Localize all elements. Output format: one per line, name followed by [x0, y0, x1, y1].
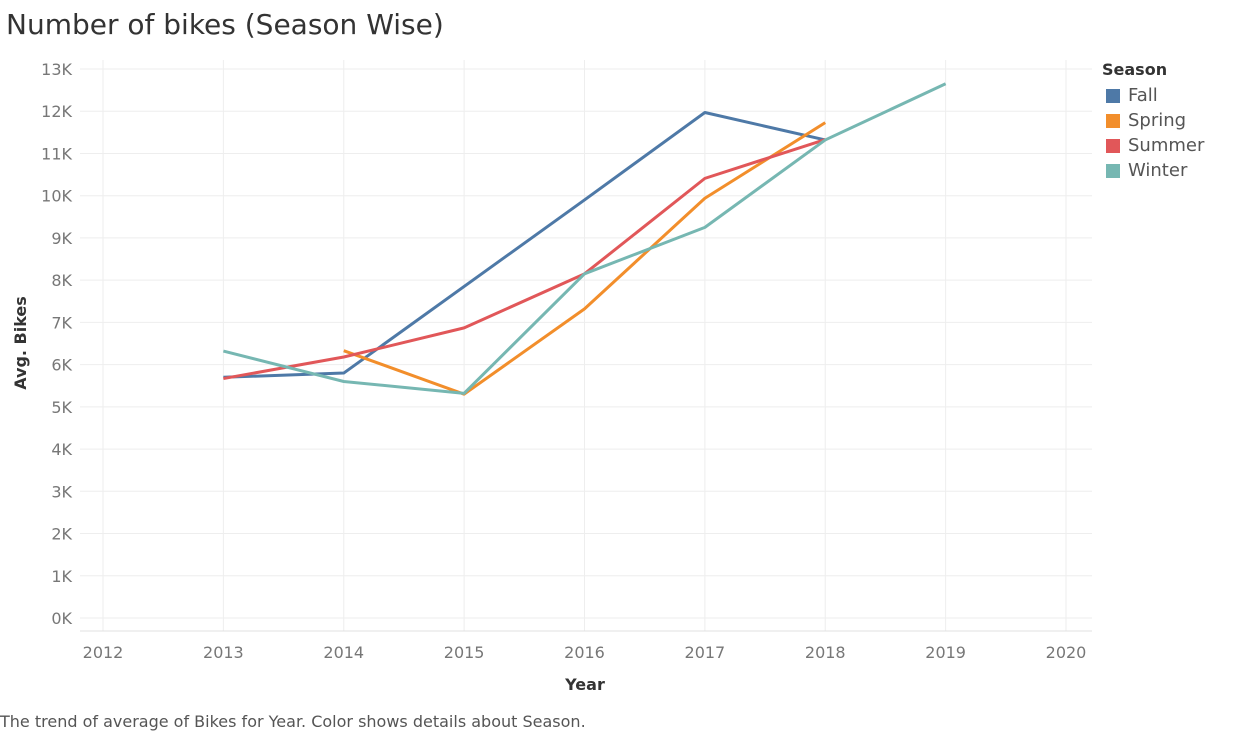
x-tick-label: 2016 [564, 643, 605, 662]
x-tick-label: 2013 [203, 643, 244, 662]
legend-item-fall[interactable]: Fall [1102, 83, 1204, 108]
y-tick-label: 6K [51, 356, 72, 375]
x-tick-label: 2017 [685, 643, 726, 662]
y-tick-label: 8K [51, 271, 72, 290]
x-tick-label: 2014 [323, 643, 364, 662]
legend-label: Fall [1128, 85, 1158, 106]
y-tick-label: 3K [51, 482, 72, 501]
x-axis-ticks: 2012 2013 2014 2015 2016 2017 2018 2019 2020 [83, 643, 1087, 662]
grid-lines [80, 60, 1092, 632]
y-tick-label: 2K [51, 525, 72, 544]
legend-swatch [1106, 138, 1120, 153]
y-axis-ticks: 0K 1K 2K 3K 4K 5K 6K 7K 8K 9K 10K 11K 12K 13K [41, 60, 72, 628]
x-tick-label: 2020 [1046, 643, 1087, 662]
y-tick-label: 12K [41, 102, 72, 121]
y-tick-label: 7K [51, 313, 72, 332]
legend-item-winter[interactable]: Winter [1102, 158, 1204, 183]
legend-label: Summer [1128, 135, 1205, 156]
x-axis-title: Year [564, 675, 605, 694]
y-tick-label: 10K [41, 187, 72, 206]
y-tick-label: 5K [51, 398, 72, 417]
x-tick-label: 2012 [83, 643, 124, 662]
y-tick-label: 11K [41, 144, 72, 163]
legend: Season Fall Spring Summer Winter [1102, 60, 1204, 183]
series-line-spring[interactable] [343, 121, 827, 396]
series-line-summer[interactable] [223, 138, 826, 381]
x-tick-label: 2015 [444, 643, 485, 662]
legend-title: Season [1102, 60, 1168, 79]
legend-label: Winter [1128, 160, 1188, 181]
chart-title: Number of bikes (Season Wise) [6, 8, 444, 41]
y-tick-label: 9K [51, 229, 72, 248]
y-tick-label: 0K [51, 609, 72, 628]
y-axis-title: Avg. Bikes [11, 296, 30, 390]
series-line-winter[interactable] [223, 82, 947, 395]
x-tick-label: 2019 [925, 643, 966, 662]
legend-item-spring[interactable]: Spring [1102, 108, 1204, 133]
legend-item-summer[interactable]: Summer [1102, 133, 1204, 158]
y-tick-label: 13K [41, 60, 72, 79]
y-tick-label: 4K [51, 440, 72, 459]
chart-caption: The trend of average of Bikes for Year. … [0, 712, 586, 731]
series-lines [223, 82, 947, 396]
legend-label: Spring [1128, 110, 1187, 131]
y-tick-label: 1K [51, 567, 72, 586]
legend-swatch [1106, 88, 1120, 103]
x-tick-label: 2018 [805, 643, 846, 662]
series-line-fall[interactable] [223, 110, 826, 379]
legend-swatch [1106, 113, 1120, 128]
legend-swatch [1106, 163, 1120, 178]
